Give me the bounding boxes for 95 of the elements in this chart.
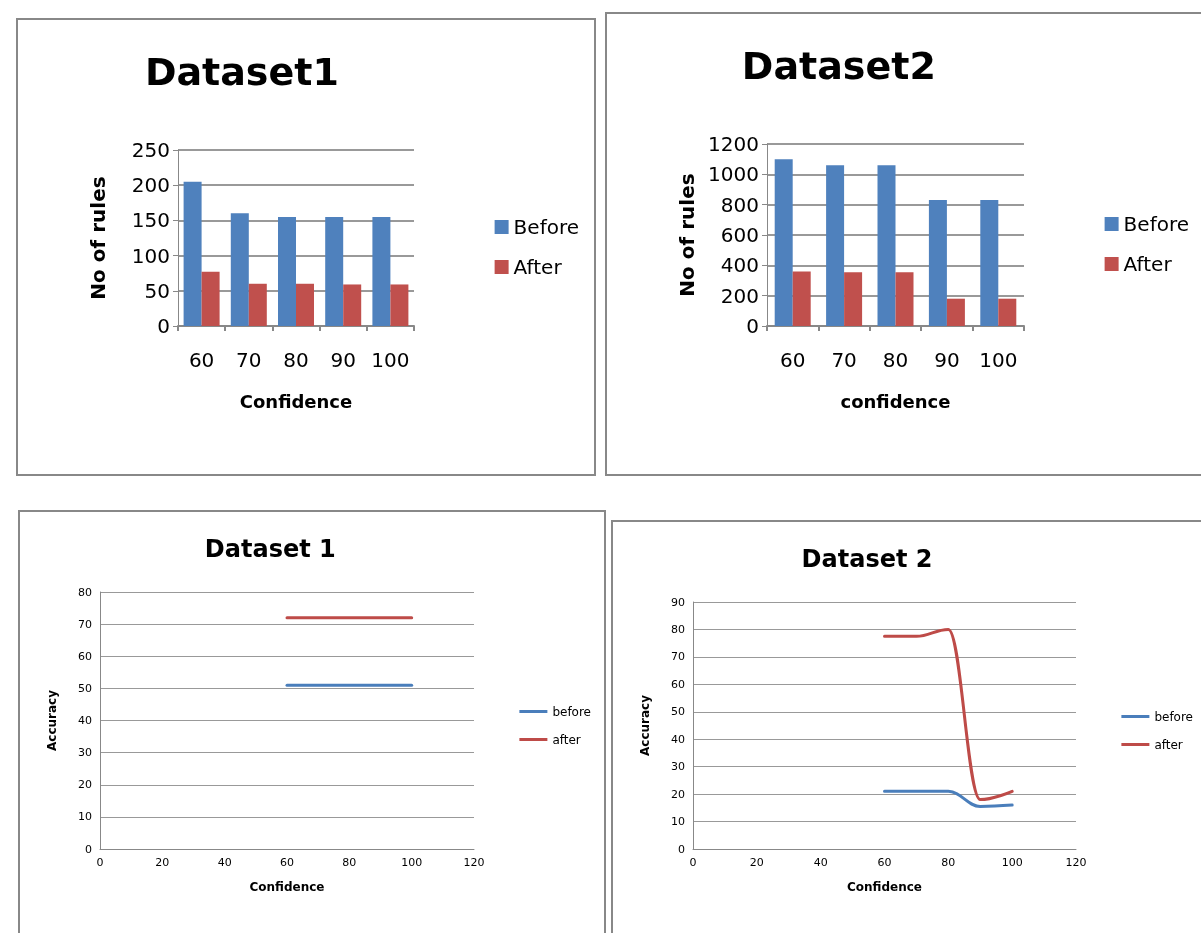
bar	[998, 298, 1017, 326]
x-tick-label: 80	[342, 856, 357, 869]
y-tick-label: 50	[78, 681, 92, 695]
bar	[844, 272, 863, 326]
x-axis-title: Confidence	[239, 390, 353, 412]
x-tick-label: 80	[882, 348, 909, 372]
bar	[826, 165, 845, 326]
legend-label: after	[552, 732, 581, 747]
y-tick-label: 200	[720, 283, 759, 308]
x-tick-label: 80	[941, 856, 956, 869]
bar	[792, 271, 811, 326]
y-axis-title: Accuracy	[45, 689, 59, 752]
y-tick-label: 30	[671, 760, 685, 774]
x-tick-label: 60	[877, 856, 892, 869]
y-tick-label: 400	[720, 253, 759, 278]
x-tick-label: 90	[934, 348, 960, 372]
y-tick-label: 40	[671, 732, 685, 746]
y-tick-label: 60	[78, 649, 92, 663]
x-tick-label: 70	[831, 348, 857, 372]
x-tick-label: 60	[779, 348, 806, 372]
chart-title: Dataset 1	[204, 535, 336, 563]
y-tick-label: 0	[746, 314, 759, 338]
y-axis-title: Accuracy	[638, 694, 652, 757]
y-tick-label: 80	[671, 622, 685, 636]
bar	[928, 200, 947, 326]
bar	[296, 283, 314, 326]
y-tick-label: 250	[131, 138, 170, 162]
y-tick-label: 90	[671, 595, 685, 609]
bar	[774, 159, 793, 326]
y-tick-label: 200	[131, 173, 170, 198]
bar	[183, 181, 202, 326]
chart-title: Dataset1	[144, 50, 339, 94]
y-tick-label: 1000	[708, 162, 759, 187]
bar	[278, 216, 296, 326]
bar	[343, 284, 362, 326]
x-tick-label: 100	[401, 856, 423, 869]
bar	[877, 165, 896, 326]
y-axis-title: No of rules	[675, 173, 699, 297]
y-tick-label: 600	[720, 223, 759, 247]
bar	[201, 271, 220, 326]
x-tick-label: 100	[1001, 856, 1023, 869]
y-tick-label: 20	[671, 787, 685, 801]
legend-label: Before	[1123, 212, 1189, 236]
bar	[248, 283, 267, 326]
y-tick-label: 1200	[708, 132, 759, 156]
bar	[390, 284, 409, 326]
y-tick-label: 0	[85, 842, 92, 856]
x-tick-label: 60	[280, 856, 294, 869]
x-tick-label: 40	[217, 856, 232, 869]
x-tick-label: 120	[463, 856, 485, 869]
y-tick-label: 150	[131, 208, 170, 233]
y-tick-label: 100	[131, 243, 170, 268]
x-tick-label: 120	[1065, 856, 1087, 869]
y-tick-label: 40	[78, 714, 92, 727]
x-axis-title: Confidence	[846, 880, 923, 894]
legend-label: Before	[513, 215, 579, 239]
y-axis-title: No of rules	[86, 176, 110, 300]
x-tick-label: 100	[371, 348, 410, 372]
y-tick-label: 70	[671, 650, 685, 664]
x-tick-label: 0	[96, 856, 104, 869]
legend-label: After	[1123, 252, 1173, 276]
x-tick-label: 40	[813, 856, 828, 869]
y-tick-label: 10	[78, 810, 92, 824]
chart-title: Dataset 2	[801, 545, 933, 573]
x-tick-label: 60	[188, 348, 215, 372]
x-tick-label: 80	[283, 348, 309, 372]
y-tick-label: 0	[678, 842, 685, 856]
y-tick-label: 80	[78, 585, 92, 599]
y-tick-label: 30	[78, 746, 92, 760]
y-tick-label: 10	[671, 815, 685, 829]
bar	[325, 216, 344, 326]
legend-label: After	[513, 255, 563, 279]
line-series	[883, 627, 1014, 802]
bar	[980, 200, 999, 326]
x-tick-label: 70	[236, 348, 262, 372]
y-tick-label: 70	[78, 617, 92, 631]
y-tick-label: 20	[78, 778, 92, 792]
bar	[372, 216, 391, 326]
x-axis-title: Confidence	[249, 880, 325, 894]
chart-title: Dataset2	[741, 44, 936, 88]
x-axis-title: confidence	[840, 390, 951, 412]
y-tick-label: 800	[720, 192, 759, 217]
bar	[230, 213, 249, 326]
x-tick-label: 90	[330, 348, 356, 372]
y-tick-label: 60	[671, 677, 685, 691]
legend-label: before	[1154, 709, 1194, 724]
x-tick-label: 0	[689, 856, 697, 869]
y-tick-label: 50	[671, 705, 685, 719]
legend-label: before	[552, 704, 592, 719]
y-tick-label: 50	[144, 278, 170, 303]
y-tick-label: 0	[157, 314, 170, 338]
x-tick-label: 100	[979, 348, 1018, 372]
bar	[895, 272, 914, 326]
legend-label: after	[1154, 737, 1183, 752]
bar	[946, 298, 965, 326]
